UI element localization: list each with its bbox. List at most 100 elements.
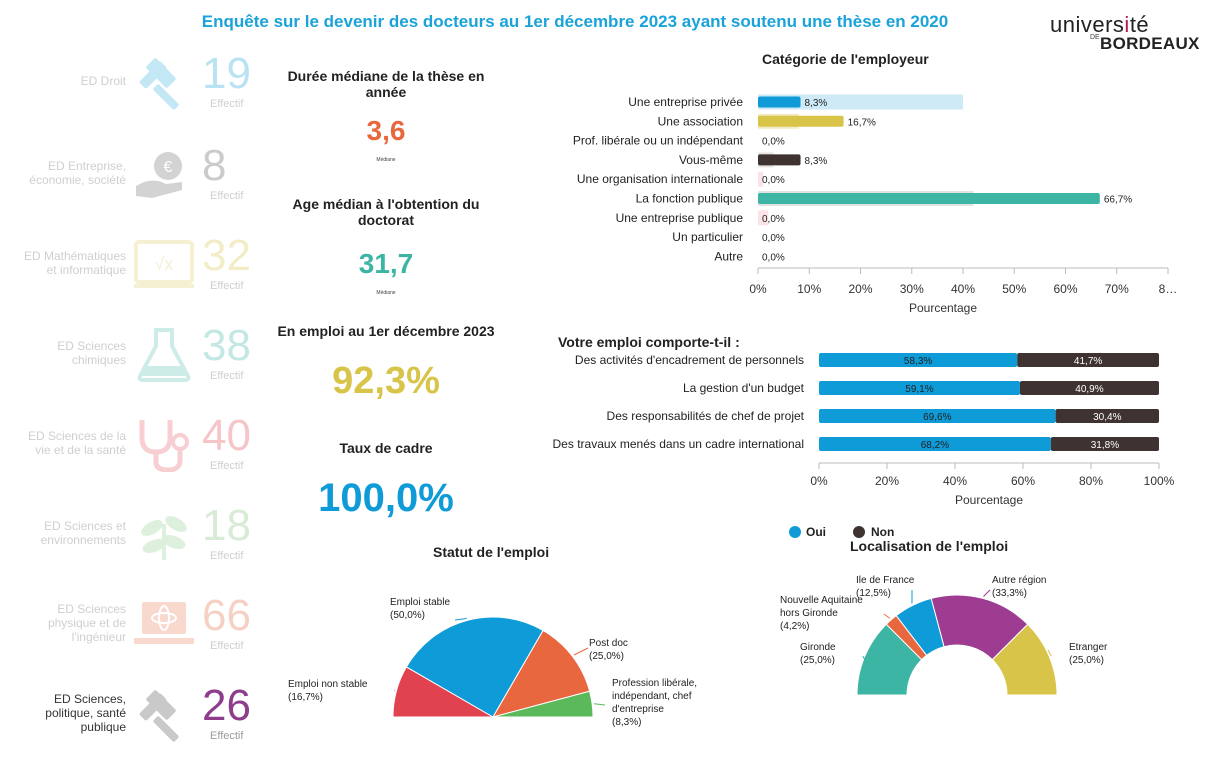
statut-slice-label: indépendant, chef [612,691,692,702]
employeur-bar [758,96,801,108]
legend-oui-label: Oui [806,525,826,539]
ed-count: 66 [202,591,251,640]
employeur-category-label: Un particulier [672,230,743,244]
ed-label: ED Mathématiques et informatique [23,249,126,277]
localisation-slice-label: hors Gironde [780,608,838,619]
atom-laptop-icon [132,596,196,652]
ed-label: ED Sciences, politique, santé publique [45,692,126,734]
statut-leader-line [594,703,606,706]
euro-hand-icon: € [132,146,196,202]
ed-count: 32 [202,231,251,280]
chart-localisation-title: Localisation de l'emploi [850,538,1009,554]
employeur-bar-label: 0,0% [762,233,785,244]
ed-count: 40 [202,411,251,460]
logo-text-universite: université [1050,12,1150,37]
employeur-bar-label: 66,7% [1104,195,1132,206]
kpi-emploi-title: En emploi au 1er décembre 2023 [277,323,495,339]
emploi-bar-non [1017,353,1159,367]
statut-slice-label: Profession libérale, [612,678,697,689]
employeur-bar-label: 8,3% [805,98,828,109]
emploi-bar-label: 68,2% [921,440,949,451]
employeur-category-label: Autre [714,249,743,263]
emploi-x-tick-label: 80% [1079,474,1103,488]
kpi-age-value: 31,7 [358,248,414,279]
emploi-bar-non [1050,437,1159,451]
legend-oui-marker [789,526,801,538]
employeur-bar-label: 8,3% [805,156,828,167]
localisation-leader-line [1047,649,1052,657]
employeur-x-axis-title: Pourcentage [909,301,977,315]
chart-statut-title: Statut de l'emploi [433,544,550,560]
ed-item[interactable]: ED Sciences, politique, santé publique 2… [0,678,270,760]
emploi-bar-oui [819,409,1056,423]
statut-slice-label: Emploi non stable [288,679,368,690]
emploi-x-tick-label: 0% [810,474,828,488]
localisation-slice-label: Autre région [992,575,1046,586]
stethoscope-icon [132,416,196,473]
ed-item[interactable]: ED Sciences physique et de l'ingénieur 6… [0,588,270,670]
ed-item[interactable]: ED Sciences et environnements 18 Effecti… [0,498,270,580]
employeur-x-tick-label: 30% [900,282,924,296]
chart-emploi-comporte-title: Votre emploi comporte-t-il : [558,334,740,350]
ed-count: 19 [202,49,251,98]
emploi-bar-label: 31,8% [1091,440,1119,451]
logo-text-bordeaux: BORDEAUX [1100,34,1200,53]
employeur-category-label: La fonction publique [636,192,744,206]
emploi-category-label: Des travaux menés dans un cadre internat… [553,437,804,451]
kpi-emploi-value: 92,3% [332,360,440,402]
emploi-x-axis-title: Pourcentage [955,493,1023,507]
employeur-bar-label: 0,0% [762,214,785,225]
ed-item[interactable]: ED Droit 19 Effectif [0,46,270,128]
kpi-duree-sub: Médiane [376,157,396,163]
ed-item[interactable]: ED Entreprise, économie, société € 8 Eff… [0,138,270,220]
emploi-x-tick-label: 20% [875,474,899,488]
employeur-bar-label: 0,0% [762,252,785,263]
gavel-icon [132,686,196,742]
employeur-bar-label: 0,0% [762,137,785,148]
localisation-slice-label: Ile de France [856,575,915,586]
emploi-x-tick-label: 40% [943,474,967,488]
statut-slice-pct: (50,0%) [390,610,425,621]
employeur-bar-background [758,94,963,110]
emploi-bar-oui [819,353,1018,367]
ed-effectif-label: Effectif [210,730,244,742]
employeur-bar [758,154,801,166]
ed-label: ED Sciences de la vie et de la santé [27,429,126,457]
employeur-x-tick-label: 10% [797,282,821,296]
ed-label: ED Sciences chimiques [57,339,126,367]
statut-slice [405,616,544,718]
emploi-bar-label: 30,4% [1093,412,1121,423]
statut-leader-line [394,689,396,691]
employeur-x-tick-label: 40% [951,282,975,296]
statut-leader-line [573,647,589,656]
employeur-x-tick-label: 0% [749,282,767,296]
ed-item[interactable]: ED Mathématiques et informatique √x 32 E… [0,228,270,310]
localisation-slice-pct: (4,2%) [780,621,809,632]
localisation-leader-line [883,613,891,619]
emploi-bar-label: 40,9% [1075,384,1103,395]
emploi-bar-label: 41,7% [1074,356,1102,367]
ed-label: ED Entreprise, économie, société [29,159,126,187]
employeur-bar-background [758,171,764,187]
statut-slice-pct: (8,3%) [612,717,641,728]
localisation-leader-line [983,589,991,597]
employeur-x-tick-label: 20% [848,282,872,296]
kpi-duree-value: 3,6 [366,115,406,146]
employeur-category-label: Une entreprise privée [628,95,743,109]
legend-non-marker [853,526,865,538]
statut-slice [492,690,594,718]
emploi-x-tick-label: 60% [1011,474,1035,488]
emploi-bar-oui [819,437,1051,451]
svg-text:€: € [164,159,173,176]
ed-item[interactable]: ED Sciences de la vie et de la santé 40 … [0,408,270,490]
localisation-slice-label: Gironde [800,642,836,653]
employeur-x-tick-label: 60% [1053,282,1077,296]
universite-bordeaux-logo[interactable]: université DE BORDEAUX [1050,12,1199,56]
emploi-bar-non [1055,409,1159,423]
employeur-x-tick-label: 70% [1105,282,1129,296]
emploi-x-tick-label: 100% [1144,474,1175,488]
statut-slice-label: d'entreprise [612,704,664,715]
localisation-slice [991,623,1058,696]
ed-item[interactable]: ED Sciences chimiques 38 Effectif [0,318,270,400]
